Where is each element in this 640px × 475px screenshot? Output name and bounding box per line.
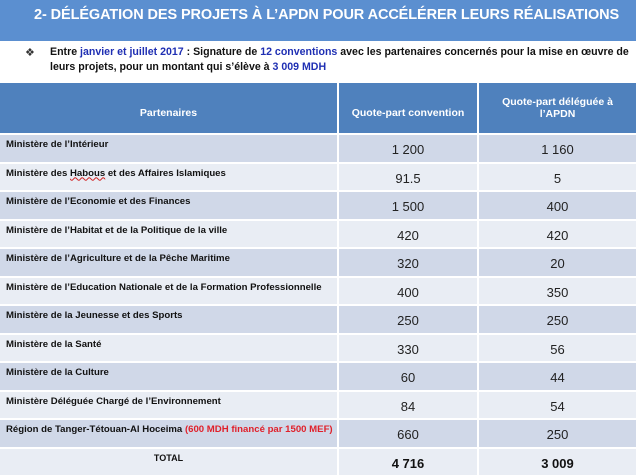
convention-value: 1 500 bbox=[338, 191, 478, 220]
total-convention: 4 716 bbox=[338, 448, 478, 475]
partner-name: Ministère de l’Habitat et de la Politiqu… bbox=[0, 220, 338, 249]
table-row: Ministère de la Culture 60 44 bbox=[0, 362, 636, 391]
total-label: TOTAL bbox=[0, 448, 338, 475]
partner-name: Ministère de l’Agriculture et de la Pêch… bbox=[0, 248, 338, 277]
table-row: Ministère de l’Education Nationale et de… bbox=[0, 277, 636, 306]
delegated-value: 56 bbox=[478, 334, 636, 363]
table-row: Ministère des Habous et des Affaires Isl… bbox=[0, 163, 636, 192]
delegated-value: 1 160 bbox=[478, 134, 636, 163]
diamond-bullet-icon: ❖ bbox=[25, 46, 35, 59]
delegated-value: 350 bbox=[478, 277, 636, 306]
convention-value: 250 bbox=[338, 305, 478, 334]
title-band: 2- DÉLÉGATION DES PROJETS À L’APDN POUR … bbox=[0, 0, 636, 41]
delegated-value: 250 bbox=[478, 419, 636, 448]
delegated-value: 5 bbox=[478, 163, 636, 192]
partner-name: Ministère de l’Education Nationale et de… bbox=[0, 277, 338, 306]
header-partenaires: Partenaires bbox=[0, 83, 338, 134]
delegated-value: 20 bbox=[478, 248, 636, 277]
convention-value: 1 200 bbox=[338, 134, 478, 163]
delegated-value: 54 bbox=[478, 391, 636, 420]
partners-table: Partenaires Quote-part convention Quote-… bbox=[0, 83, 636, 475]
convention-value: 91.5 bbox=[338, 163, 478, 192]
convention-value: 330 bbox=[338, 334, 478, 363]
partner-name-text: Région de Tanger-Tétouan-Al Hoceima bbox=[6, 424, 185, 435]
delegated-value: 420 bbox=[478, 220, 636, 249]
intro-part1: Entre bbox=[50, 46, 80, 58]
table-row: Ministère de la Jeunesse et des Sports 2… bbox=[0, 305, 636, 334]
slide-title: 2- DÉLÉGATION DES PROJETS À L’APDN POUR … bbox=[34, 7, 619, 23]
intro-count: 12 conventions bbox=[260, 46, 337, 58]
partner-note: (600 MDH financé par 1500 MEF) bbox=[185, 424, 333, 435]
header-quote-part-deleguee: Quote-part déléguée à l’APDN bbox=[478, 83, 636, 134]
partner-name: Ministère de la Jeunesse et des Sports bbox=[0, 305, 338, 334]
table-row: Ministère de l’Habitat et de la Politiqu… bbox=[0, 220, 636, 249]
convention-value: 84 bbox=[338, 391, 478, 420]
delegated-value: 44 bbox=[478, 362, 636, 391]
intro-period: janvier et juillet 2017 bbox=[80, 46, 184, 58]
intro-block: ❖ Entre janvier et juillet 2017 : Signat… bbox=[0, 41, 636, 81]
header-quote-part-convention: Quote-part convention bbox=[338, 83, 478, 134]
intro-amount: 3 009 MDH bbox=[273, 61, 327, 73]
partner-name: Ministère Déléguée Chargé de l’Environne… bbox=[0, 391, 338, 420]
delegated-value: 400 bbox=[478, 191, 636, 220]
partner-name: Ministère des Habous et des Affaires Isl… bbox=[0, 163, 338, 192]
table-row: Région de Tanger-Tétouan-Al Hoceima (600… bbox=[0, 419, 636, 448]
partner-name: Ministère de l’Economie et des Finances bbox=[0, 191, 338, 220]
intro-part2: : Signature de bbox=[184, 46, 261, 58]
intro-text: Entre janvier et juillet 2017 : Signatur… bbox=[50, 45, 630, 75]
partner-name: Région de Tanger-Tétouan-Al Hoceima (600… bbox=[0, 419, 338, 448]
partner-name-habous: Habous bbox=[70, 168, 105, 179]
table-header-row: Partenaires Quote-part convention Quote-… bbox=[0, 83, 636, 134]
delegated-value: 250 bbox=[478, 305, 636, 334]
partner-name: Ministère de la Santé bbox=[0, 334, 338, 363]
table-row: Ministère de l’Agriculture et de la Pêch… bbox=[0, 248, 636, 277]
total-delegated: 3 009 bbox=[478, 448, 636, 475]
table-row: Ministère de la Santé 330 56 bbox=[0, 334, 636, 363]
convention-value: 400 bbox=[338, 277, 478, 306]
total-row: TOTAL 4 716 3 009 bbox=[0, 448, 636, 475]
table-row: Ministère de l’Economie et des Finances … bbox=[0, 191, 636, 220]
partner-name: Ministère de l’Intérieur bbox=[0, 134, 338, 163]
table-row: Ministère Déléguée Chargé de l’Environne… bbox=[0, 391, 636, 420]
partner-name: Ministère de la Culture bbox=[0, 362, 338, 391]
convention-value: 420 bbox=[338, 220, 478, 249]
convention-value: 660 bbox=[338, 419, 478, 448]
convention-value: 60 bbox=[338, 362, 478, 391]
table-row: Ministère de l’Intérieur 1 200 1 160 bbox=[0, 134, 636, 163]
convention-value: 320 bbox=[338, 248, 478, 277]
